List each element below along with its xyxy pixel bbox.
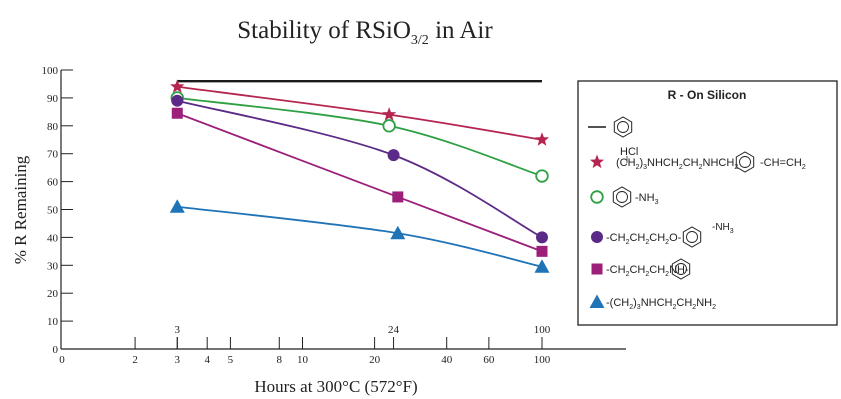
legend-label-aminophenoxypropyl-nh3: -NH3 bbox=[712, 222, 734, 235]
legend-label-amino-styryl-tail: -CH=CH2 bbox=[760, 157, 806, 171]
benzene-ring-icon-ring bbox=[616, 191, 628, 203]
benzene-ring-icon bbox=[682, 226, 702, 248]
benzene-ring-icon bbox=[735, 151, 755, 173]
data-point-aminophenoxypropyl bbox=[536, 231, 548, 244]
y-tick-label: 40 bbox=[47, 232, 59, 244]
x-tick-label: 100 bbox=[534, 354, 551, 366]
y-tick-label: 70 bbox=[47, 149, 59, 161]
data-point-amino-styryl bbox=[534, 132, 550, 146]
legend-markers bbox=[588, 116, 755, 308]
data-point-aminophenyl bbox=[535, 169, 549, 183]
legend-label-aminophenoxypropyl: -CH2CH2CH2O- bbox=[606, 232, 682, 246]
x-tick-label: 5 bbox=[228, 354, 234, 366]
y-tick-label: 50 bbox=[47, 205, 59, 217]
x-tick-label: 0 bbox=[59, 354, 65, 366]
legend-marker-aminophenyl bbox=[590, 190, 604, 204]
benzene-ring-icon-ring bbox=[739, 156, 751, 168]
y-tick-label: 30 bbox=[47, 260, 59, 272]
series-line-anilinopropyl bbox=[176, 112, 543, 253]
data-point-anilinopropyl bbox=[536, 245, 548, 257]
legend-marker-aminoethylaminopropyl bbox=[589, 294, 605, 308]
y-axis-label: % R Remaining bbox=[11, 155, 30, 264]
benzene-ring-icon bbox=[671, 258, 691, 280]
data-point-aminoethylaminopropyl bbox=[390, 225, 406, 240]
y-tick-label: 20 bbox=[47, 288, 59, 300]
x-tick-label: 40 bbox=[441, 354, 453, 366]
series-line-aminoethylaminopropyl bbox=[177, 205, 543, 268]
legend: R - On Silicon HCl (CH2)3NHCH2CH2NHCH2 -… bbox=[577, 80, 838, 326]
benzene-ring-icon-ring bbox=[686, 231, 698, 243]
legend-label-aminophenyl: -NH3 bbox=[635, 192, 659, 206]
y-tick-label: 80 bbox=[47, 121, 59, 133]
data-point-amino-styryl bbox=[382, 107, 397, 121]
data-point-anilinopropyl bbox=[392, 191, 404, 203]
y-tick-label: 60 bbox=[47, 177, 59, 189]
x-tick-label: 20 bbox=[369, 354, 381, 366]
legend-label-amino-styryl: (CH2)3NHCH2CH2NHCH2 bbox=[616, 157, 738, 171]
x-tick-label: 60 bbox=[483, 354, 495, 366]
data-point-anilinopropyl bbox=[171, 107, 183, 119]
data-point-aminophenyl bbox=[382, 119, 396, 133]
y-tick-label: 90 bbox=[47, 93, 59, 105]
x-marker-label: 24 bbox=[388, 324, 400, 336]
data-point-amino-styryl bbox=[170, 79, 185, 93]
x-marker-label: 3 bbox=[175, 324, 181, 336]
legend-label-anilinopropyl: -CH2CH2CH2NH- bbox=[606, 264, 689, 278]
x-tick-label: 8 bbox=[277, 354, 283, 366]
data-point-aminoethylaminopropyl bbox=[169, 199, 185, 213]
chart-title: Stability of RSiO3/2 in Air bbox=[237, 17, 493, 48]
x-tick-label: 4 bbox=[204, 354, 210, 366]
x-tick-label: 10 bbox=[297, 354, 309, 366]
legend-marker-aminophenoxypropyl bbox=[591, 231, 603, 243]
legend-marker-amino-styryl bbox=[589, 154, 605, 169]
data-point-aminoethylaminopropyl bbox=[534, 259, 550, 273]
axes: 0 10 20 30 40 50 60 70 80 90 100 0 2 3 4 5 8 10 20 40 60 100 3… bbox=[42, 65, 626, 366]
x-tick-label: 2 bbox=[132, 354, 138, 366]
y-tick-label: 100 bbox=[42, 65, 59, 77]
x-axis-label: Hours at 300°C (572°F) bbox=[254, 377, 417, 396]
x-marker-label: 100 bbox=[534, 324, 551, 336]
chart-title-main: Stability of RSiO bbox=[237, 17, 411, 44]
chart-title-tail: in Air bbox=[429, 17, 494, 44]
benzene-ring-icon-ring bbox=[675, 263, 687, 275]
legend-marker-anilinopropyl bbox=[591, 263, 603, 275]
data-point-aminophenoxypropyl bbox=[171, 94, 184, 107]
legend-title: R - On Silicon bbox=[668, 88, 747, 102]
benzene-ring-icon-ring bbox=[617, 121, 629, 133]
benzene-ring-icon bbox=[613, 116, 633, 138]
x-tick-label: 3 bbox=[175, 354, 181, 366]
data-point-aminophenoxypropyl bbox=[387, 149, 400, 162]
y-tick-label: 0 bbox=[53, 344, 59, 356]
legend-box bbox=[577, 80, 838, 326]
legend-hcl-label: HCl bbox=[620, 146, 638, 158]
y-tick-label: 10 bbox=[47, 316, 59, 328]
benzene-ring-icon bbox=[612, 186, 632, 208]
legend-label-aminoethylaminopropyl: -(CH2)3NHCH2CH2NH2 bbox=[606, 297, 716, 311]
chart-title-subscript: 3/2 bbox=[411, 33, 429, 48]
plot-area bbox=[169, 79, 550, 273]
